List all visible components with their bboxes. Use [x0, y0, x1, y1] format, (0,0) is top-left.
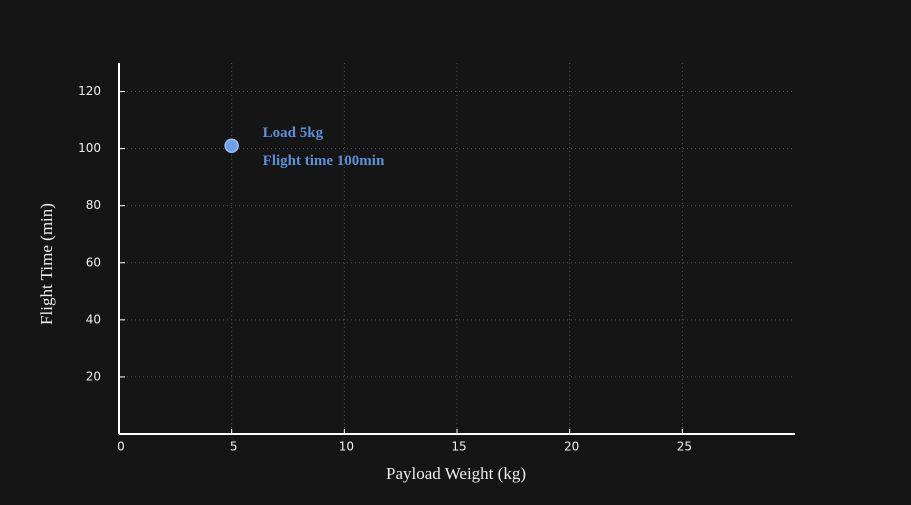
- x-axis-label: Payload Weight (kg): [386, 464, 526, 483]
- x-tick-label: 5: [230, 440, 238, 454]
- y-tick-label: 120: [78, 84, 101, 98]
- y-tick-label: 40: [86, 312, 101, 326]
- x-tick-label: 20: [564, 440, 579, 454]
- x-tick-label: 25: [677, 440, 692, 454]
- x-tick-label: 0: [117, 440, 125, 454]
- y-axis-label: Flight Time (min): [37, 203, 56, 325]
- data-point: [224, 138, 239, 154]
- annotation: Flight time 100min: [263, 153, 385, 169]
- x-tick-label: 10: [339, 440, 354, 454]
- annotation: Load 5kg: [263, 125, 324, 141]
- x-tick-label: 15: [451, 440, 466, 454]
- y-tick-label: 60: [86, 255, 101, 269]
- y-tick-label: 20: [86, 369, 101, 383]
- y-tick-label: 100: [78, 141, 101, 155]
- y-tick-label: 80: [86, 198, 101, 212]
